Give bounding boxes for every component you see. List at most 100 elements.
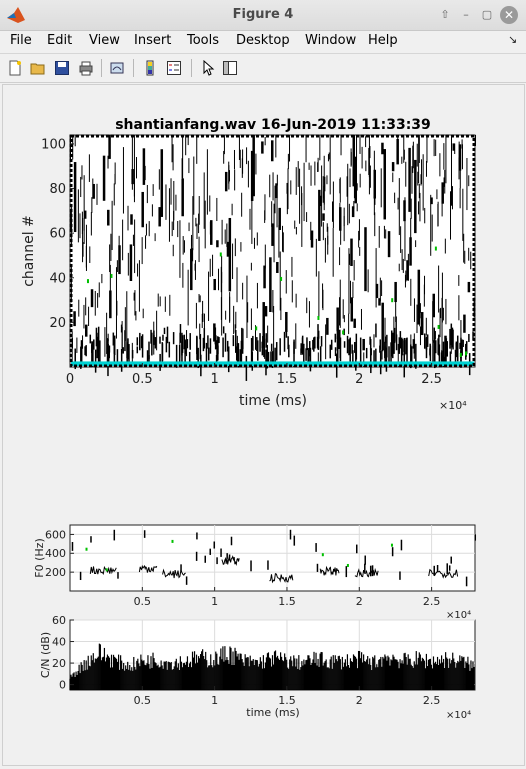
activity-streak (269, 175, 270, 198)
menu-window[interactable]: Window (305, 33, 356, 48)
activity-streak (264, 194, 265, 220)
f0-point (364, 556, 366, 565)
dock-arrow-icon[interactable]: ↘ (508, 33, 517, 46)
open-file-icon[interactable] (30, 60, 46, 76)
activity-streak (221, 256, 222, 283)
activity-streak (273, 306, 274, 365)
activity-streak (76, 338, 77, 353)
menu-file[interactable]: File (10, 33, 32, 48)
activity-streak (199, 294, 200, 302)
shade-window-icon[interactable]: ⇧ (437, 7, 453, 23)
low-band-streak (452, 330, 454, 350)
activity-streak (173, 181, 174, 220)
low-band-streak (210, 338, 212, 353)
activity-streak (464, 251, 465, 264)
activity-streak (156, 311, 157, 351)
activity-streak (271, 140, 274, 161)
low-band-streak (303, 344, 305, 364)
activity-streak (319, 135, 320, 160)
f0-green-point (322, 553, 324, 556)
f0-axes[interactable]: F0 (Hz) ×10⁴ 0.5 1 1.5 2 2.5 200 400 600 (33, 525, 476, 621)
activity-streak (196, 224, 197, 239)
toolbar (0, 53, 526, 83)
activity-streak (343, 299, 344, 318)
f0-green-point (347, 564, 349, 567)
f0-point (449, 565, 451, 570)
activity-streak (246, 276, 247, 338)
low-band-streak (189, 333, 191, 350)
activity-streak (179, 220, 180, 278)
menu-desktop[interactable]: Desktop (236, 33, 290, 48)
activity-streak (395, 296, 396, 322)
insert-colorbar-icon[interactable] (142, 60, 158, 76)
activity-streak (340, 280, 341, 328)
activity-streak (440, 308, 441, 318)
f0-point (144, 530, 146, 538)
x-tick-label: 1.5 (277, 372, 298, 387)
link-plot-icon[interactable] (109, 60, 125, 76)
activity-streak (409, 237, 412, 265)
activity-streak (205, 201, 206, 249)
cn-exponent: ×10⁴ (446, 710, 471, 721)
activity-streak (276, 262, 279, 273)
f0-green-point (391, 544, 393, 547)
activity-streak (286, 270, 287, 293)
low-band-streak (207, 335, 209, 348)
activity-streak (353, 319, 356, 328)
activity-streak (470, 252, 471, 270)
menu-edit[interactable]: Edit (47, 33, 72, 48)
activity-streak (196, 303, 197, 329)
activity-streak (165, 184, 166, 219)
activity-streak (280, 252, 281, 311)
activity-streak (468, 282, 471, 292)
activity-streak (112, 201, 113, 250)
low-band-streak (162, 335, 164, 341)
minimize-window-icon[interactable]: – (458, 7, 474, 23)
activity-streak (318, 190, 321, 241)
channel-axes[interactable]: shantianfang.wav 16-Jun-2019 11:33:39 ti… (21, 117, 476, 412)
activity-streak (161, 149, 164, 217)
low-band-streak (394, 328, 396, 343)
activity-streak (288, 168, 289, 209)
low-band-streak (147, 350, 149, 363)
f0-point (220, 549, 222, 557)
edit-plot-pointer-icon[interactable] (200, 60, 216, 76)
cn-axes[interactable]: time (ms) C/N (dB) ×10⁴ 0.5 1 1.5 2 2.5 0 20 40… (39, 614, 475, 721)
low-band-streak (107, 338, 109, 363)
y-tick-label: 60 (49, 227, 66, 242)
f0-point (475, 534, 477, 540)
activity-streak (349, 204, 350, 224)
maximize-window-icon[interactable]: ▢ (479, 7, 495, 23)
print-figure-icon[interactable] (78, 60, 94, 76)
activity-streak (410, 279, 411, 306)
activity-streak (263, 266, 266, 289)
activity-streak (182, 158, 183, 178)
activity-streak (189, 223, 190, 232)
green-mark (110, 274, 112, 278)
activity-streak (89, 246, 90, 263)
low-band-streak (235, 330, 237, 353)
activity-streak (95, 291, 96, 316)
close-window-icon[interactable]: ✕ (500, 6, 518, 24)
menu-help[interactable]: Help (368, 33, 398, 48)
property-inspector-icon[interactable] (222, 60, 238, 76)
activity-streak (463, 315, 466, 333)
menu-tools[interactable]: Tools (187, 33, 219, 48)
low-band-streak (225, 333, 227, 352)
activity-streak (147, 185, 148, 203)
activity-streak (379, 226, 380, 248)
save-figure-icon[interactable] (54, 60, 70, 76)
insert-legend-icon[interactable] (166, 60, 182, 76)
low-band-streak (257, 340, 259, 360)
activity-streak (265, 137, 266, 145)
menu-view[interactable]: View (89, 33, 120, 48)
low-band-streak (180, 324, 182, 343)
low-band-streak (196, 337, 198, 360)
y-tick-label: 40 (52, 635, 66, 648)
activity-streak (132, 135, 133, 190)
menu-insert[interactable]: Insert (134, 33, 171, 48)
activity-streak (142, 237, 143, 264)
new-figure-icon[interactable] (7, 60, 23, 76)
low-band-streak (300, 343, 302, 353)
low-band-streak (305, 348, 307, 361)
